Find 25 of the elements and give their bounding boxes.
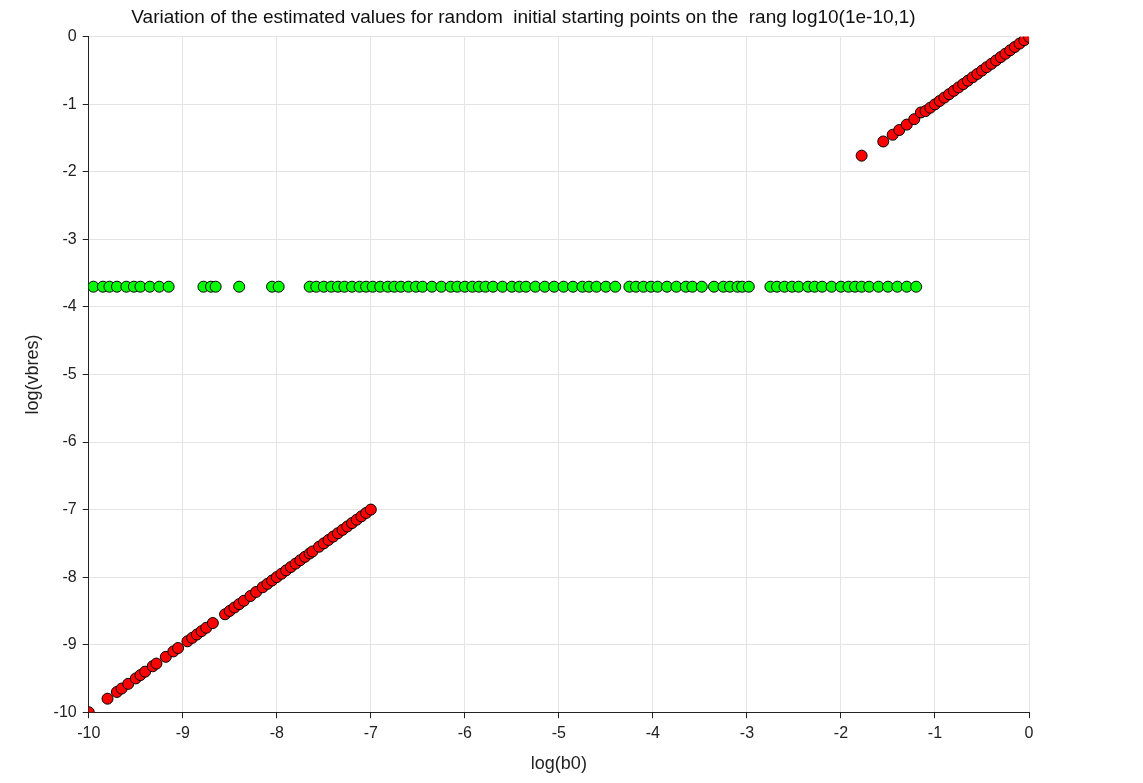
- x-tick-label: -3: [739, 724, 755, 742]
- chart-title: Variation of the estimated values for random initial starting points on the rang log10(1e-10,1): [131, 5, 916, 27]
- y-tick-label: -8: [62, 567, 77, 585]
- y-tick-label: -9: [62, 635, 77, 653]
- x-tick-label: -5: [551, 724, 567, 742]
- x-tick-label: -4: [645, 724, 661, 742]
- x-tick-label: -2: [833, 724, 849, 742]
- x-tick-label: -6: [457, 724, 473, 742]
- y-tick-label: -6: [62, 432, 77, 450]
- y-tick-label: -3: [62, 229, 77, 247]
- x-axis-title: log(b0): [530, 753, 587, 774]
- x-tick-label: 0: [1024, 724, 1034, 742]
- x-tick-label: -7: [363, 724, 379, 742]
- y-axis-title: log(vbres): [21, 334, 42, 415]
- y-tick-label: -7: [62, 499, 77, 517]
- x-tick-label: -10: [77, 724, 101, 742]
- x-tick-label: -9: [175, 724, 190, 742]
- y-tick-label: -4: [62, 297, 77, 315]
- y-tick-label: -10: [53, 702, 77, 720]
- y-tick-label: 0: [67, 27, 77, 45]
- x-tick-label: -8: [269, 724, 284, 742]
- y-tick-label: -5: [62, 364, 77, 382]
- y-tick-label: -2: [62, 162, 77, 180]
- x-tick-label: -1: [927, 724, 943, 742]
- y-tick-label: -1: [62, 94, 77, 112]
